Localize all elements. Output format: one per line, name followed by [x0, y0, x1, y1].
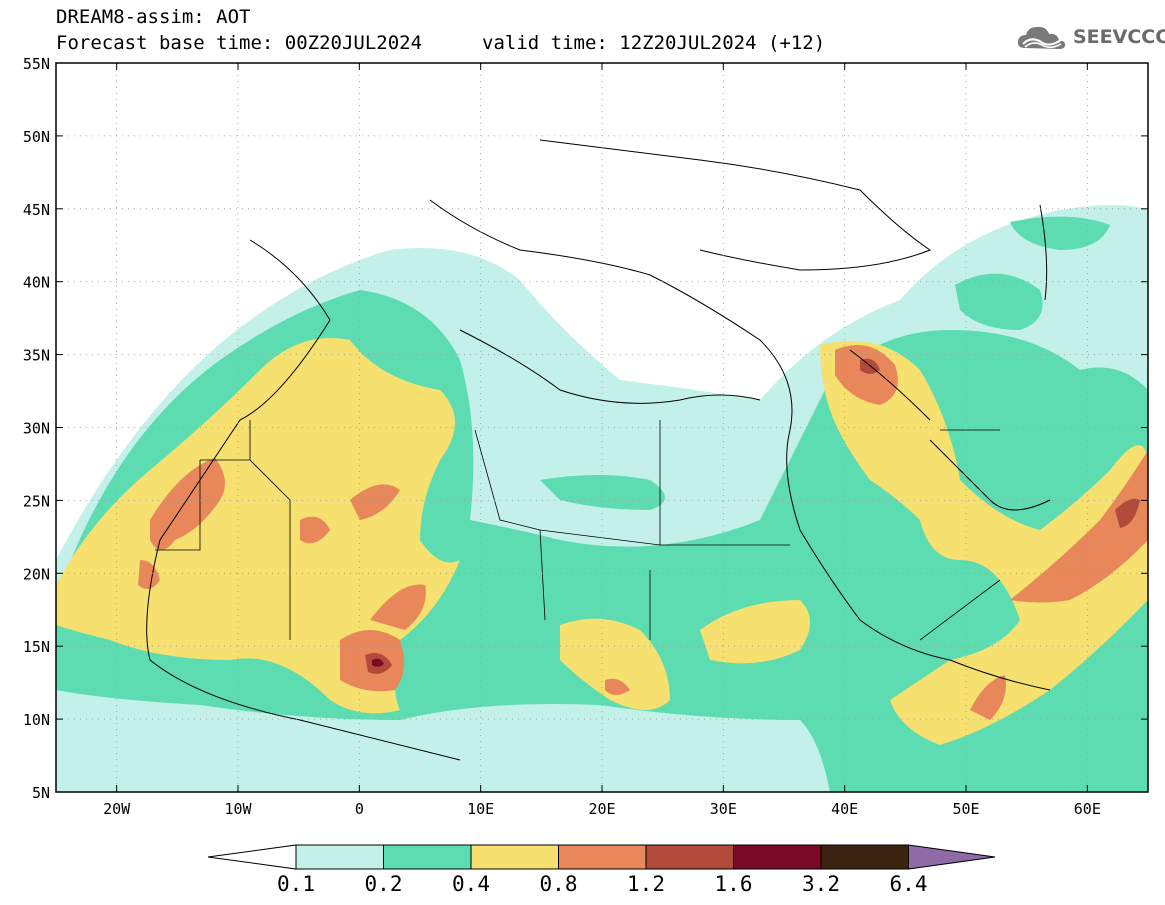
colorbar-label: 1.2: [627, 872, 665, 896]
colorbar-box: [558, 844, 647, 870]
colorbar-label: 1.6: [715, 872, 753, 896]
lon-label: 60E: [1074, 800, 1101, 818]
lon-label: 20E: [588, 800, 615, 818]
colorbar-over-triangle: [908, 844, 996, 870]
valid-time: valid time: 12Z20JUL2024 (+12): [482, 32, 826, 54]
colorbar: 0.1 0.2 0.4 0.8 1.2 1.6 3.2 6.4: [207, 844, 996, 896]
lon-label: 10W: [224, 800, 252, 818]
lat-label: 10N: [23, 711, 50, 729]
colorbar-label: 0.8: [540, 872, 578, 896]
lat-label: 50N: [23, 128, 50, 146]
lon-label: 40E: [831, 800, 858, 818]
latitude-labels: 55N 50N 45N 40N 35N 30N 25N 20N 15N 10N 5N: [23, 55, 1148, 802]
logo-text: SEEVCCC: [1073, 26, 1165, 48]
lat-label: 55N: [23, 55, 50, 73]
colorbar-label: 6.4: [890, 872, 928, 896]
colorbar-box: [645, 844, 734, 870]
map-title: DREAM8-assim: AOT: [56, 6, 251, 28]
lat-label: 40N: [23, 274, 50, 292]
lon-label: 10E: [467, 800, 494, 818]
colorbar-under-triangle: [207, 844, 297, 870]
colorbar-label: 0.1: [277, 872, 315, 896]
lat-label: 30N: [23, 420, 50, 438]
colorbar-label: 3.2: [802, 872, 840, 896]
colorbar-label: 0.2: [365, 872, 403, 896]
colorbar-box: [470, 844, 559, 870]
lat-label: 20N: [23, 565, 50, 583]
seevccc-logo: SEEVCCC: [1015, 22, 1165, 56]
colorbar-box: [820, 844, 909, 870]
lat-label: 35N: [23, 347, 50, 365]
cloud-logo-icon: [1017, 26, 1066, 49]
lat-label: 25N: [23, 492, 50, 510]
lat-label: 45N: [23, 201, 50, 219]
aot-band-0.4: [56, 338, 1148, 745]
lon-label: 50E: [952, 800, 979, 818]
colorbar-box: [295, 844, 384, 870]
lat-label: 5N: [32, 784, 50, 802]
lat-label: 15N: [23, 638, 50, 656]
lon-label: 30E: [710, 800, 737, 818]
forecast-base-time: Forecast base time: 00Z20JUL2024: [56, 32, 423, 54]
grid-lines: [56, 63, 1148, 792]
colorbar-box: [733, 844, 822, 870]
colorbar-label: 0.4: [452, 872, 490, 896]
longitude-labels: 20W 10W 0 10E 20E 30E 40E 50E 60E: [103, 63, 1101, 818]
coastlines: [146, 139, 1051, 761]
lon-label: 20W: [103, 800, 131, 818]
lon-label: 0: [355, 800, 364, 818]
aot-band-1.6: [372, 658, 384, 667]
colorbar-box: [383, 844, 472, 870]
